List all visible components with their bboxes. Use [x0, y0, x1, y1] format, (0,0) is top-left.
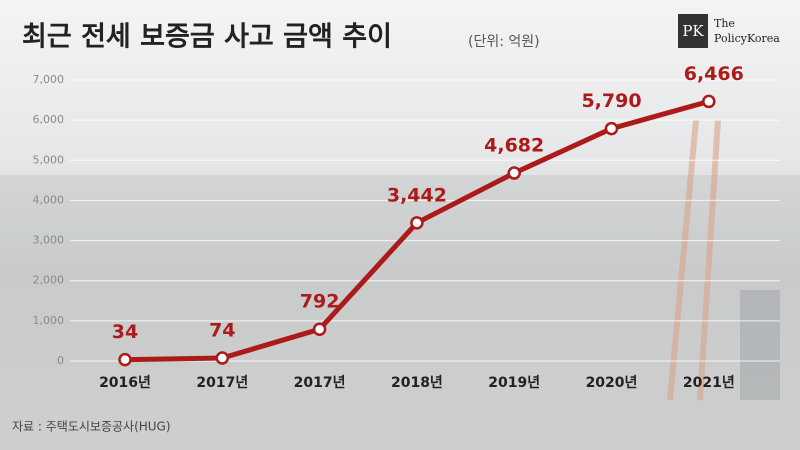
data-point — [702, 94, 716, 109]
x-tick-label: 2017년 — [294, 375, 346, 391]
y-tick-label: 2,000 — [33, 274, 65, 287]
y-tick-label: 3,000 — [33, 234, 65, 247]
data-label: 34 — [112, 321, 138, 343]
data-label: 6,466 — [684, 63, 744, 85]
building — [740, 290, 780, 400]
data-point — [118, 352, 132, 367]
data-point — [410, 216, 424, 230]
y-tick-label: 5,000 — [33, 153, 65, 166]
city-backdrop — [0, 175, 800, 450]
x-tick-label: 2016년 — [99, 375, 151, 391]
chart-subtitle: (단위: 억원) — [468, 34, 540, 50]
logo-mark-box — [678, 14, 708, 48]
x-tick-label: 2021년 — [683, 375, 735, 391]
x-tick-label: 2017년 — [196, 375, 248, 391]
data-label: 792 — [300, 291, 340, 313]
data-label: 3,442 — [387, 184, 447, 206]
y-tick-label: 7,000 — [33, 73, 65, 86]
data-label: 74 — [209, 320, 235, 342]
x-tick-label: 2019년 — [488, 375, 540, 391]
data-point — [604, 121, 619, 136]
data-label: 5,790 — [581, 90, 641, 112]
y-tick-label: 0 — [57, 354, 64, 367]
x-tick-label: 2018년 — [391, 375, 443, 391]
y-tick-label: 4,000 — [33, 193, 65, 206]
chart-title: 최근 전세 보증금 사고 금액 추이 — [22, 22, 392, 53]
logo-name: PolicyKorea — [714, 32, 780, 45]
data-point — [312, 322, 327, 336]
logo-mark: PK — [682, 22, 704, 40]
tower — [697, 119, 721, 401]
tower — [667, 119, 699, 401]
y-tick-label: 1,000 — [33, 314, 65, 327]
data-point — [215, 351, 230, 365]
x-tick-label: 2020년 — [586, 375, 638, 391]
source: 자료 : 주택도시보증공사(HUG) — [12, 420, 171, 434]
logo-name: The — [714, 17, 735, 30]
data-point — [507, 166, 521, 180]
data-label: 4,682 — [484, 135, 544, 157]
y-tick-label: 6,000 — [33, 113, 65, 126]
